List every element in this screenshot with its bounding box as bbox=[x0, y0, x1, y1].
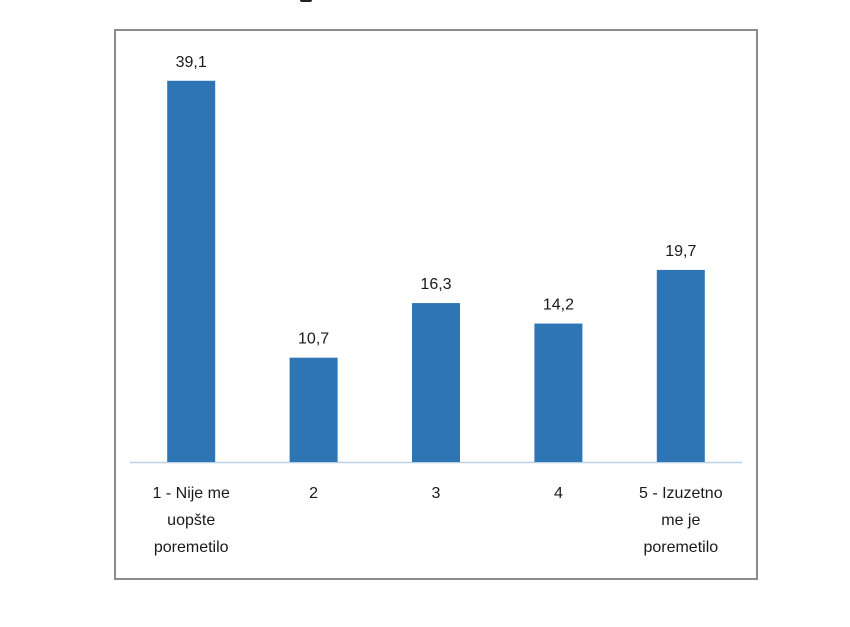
data-label-5: 19,7 bbox=[665, 243, 696, 260]
cropped-title-fragment bbox=[300, 0, 312, 2]
bar-3 bbox=[412, 303, 460, 462]
category-label-5: 5 - Izuzetno me je poremetilo bbox=[639, 485, 723, 556]
bar-1 bbox=[167, 80, 216, 463]
bar-4 bbox=[534, 323, 583, 462]
category-label-1: 1 - Nije me uopšte poremetilo bbox=[153, 485, 230, 556]
data-label-1: 39,1 bbox=[176, 54, 207, 71]
category-label-2: 2 bbox=[309, 485, 318, 502]
bar-2 bbox=[289, 357, 338, 462]
data-label-3: 16,3 bbox=[420, 276, 451, 293]
data-label-2: 10,7 bbox=[298, 331, 329, 348]
category-label-3: 3 bbox=[432, 485, 441, 502]
data-label-4: 14,2 bbox=[543, 297, 574, 314]
bar-5 bbox=[656, 269, 705, 462]
category-label-4: 4 bbox=[554, 485, 563, 502]
